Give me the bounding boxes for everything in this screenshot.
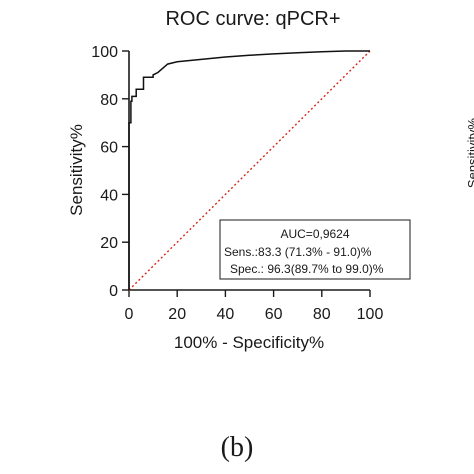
x-tick-label: 60	[265, 306, 283, 323]
annotation-specificity: Spec.: 96.3(89.7% to 99.0)%	[230, 262, 384, 276]
y-tick-label: 20	[100, 235, 118, 252]
y-ticks: 0 20 40 60 80 100	[91, 44, 129, 300]
x-ticks: 0 20 40 60 80 100	[125, 290, 384, 323]
roc-curve	[128, 50, 370, 290]
cropped-neighbor-label-text: Sensitivity%	[465, 118, 474, 189]
x-tick-label: 80	[313, 306, 331, 323]
y-tick-label: 100	[91, 44, 118, 61]
chart-title: ROC curve: qPCR+	[165, 8, 340, 30]
y-tick-label: 0	[109, 283, 118, 300]
annotation-frame	[219, 219, 411, 280]
annotation-sensitivity: Sens.:83.3 (71.3% - 91.0)%	[224, 245, 372, 259]
x-tick-label: 40	[217, 306, 235, 323]
x-tick-label: 20	[168, 306, 186, 323]
y-tick-label: 60	[100, 140, 118, 157]
y-tick-label: 80	[100, 92, 118, 109]
x-tick-label: 100	[357, 306, 384, 323]
annotation-auc: AUC=0,9624	[280, 227, 349, 241]
y-tick-label: 40	[100, 187, 118, 204]
y-axis-label: Sensitivity%	[67, 124, 86, 216]
x-tick-label: 0	[125, 306, 134, 323]
figure-caption: (b)	[220, 432, 254, 463]
auc-annotation-box: AUC=0,9624 Sens.:83.3 (71.3% - 91.0)% Sp…	[219, 219, 411, 280]
cropped-neighbor-axis-label: Sensitivity%	[463, 118, 474, 218]
x-axis-label: 100% - Specificity%	[174, 333, 324, 352]
